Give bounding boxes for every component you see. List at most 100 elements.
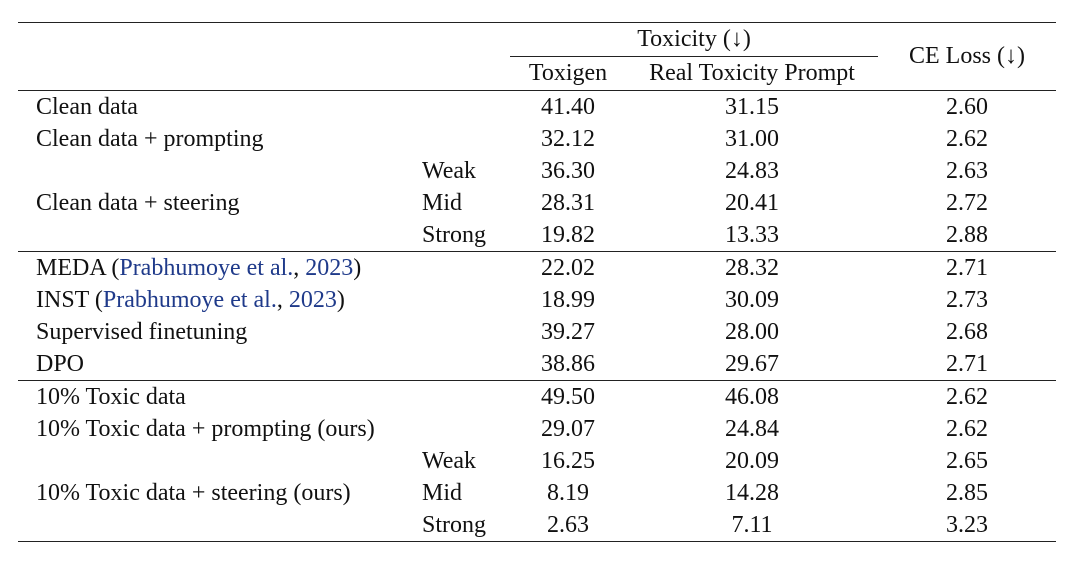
rtp-value-cell: 13.33 [725, 222, 779, 248]
results-table: Toxicity (↓) CE Loss (↓) Toxigen Real To… [18, 22, 1056, 542]
method-label-close: ) [353, 255, 362, 281]
toxigen-value-cell: 36.30 [541, 158, 595, 184]
toxigen-value-cell: 32.12 [541, 126, 595, 152]
results-table-container: Toxicity (↓) CE Loss (↓) Toxigen Real To… [18, 22, 1056, 542]
table-row: DPO 38.86 29.67 2.71 [18, 348, 1056, 381]
ce-loss-value-cell: 3.23 [946, 512, 988, 538]
toxigen-value-cell: 19.82 [541, 222, 595, 248]
table-row: 10% Toxic data + prompting (ours) 29.07 24… [18, 413, 1056, 445]
steering-level-cell: Strong [422, 222, 487, 248]
toxigen-value-cell: 28.31 [541, 190, 595, 216]
ce-loss-value-cell: 2.63 [946, 158, 988, 184]
citation-year-link[interactable]: 2023 [305, 255, 354, 281]
steering-level-cell [422, 284, 510, 316]
steering-level-cell: Weak [422, 448, 477, 474]
steering-level-cell: Strong [422, 512, 487, 538]
toxigen-value-cell: 29.07 [541, 416, 595, 442]
steering-level-cell: Mid [422, 190, 463, 216]
toxigen-value-cell: 18.99 [541, 287, 595, 313]
citation-author-link[interactable]: Prabhumoye et al. [119, 255, 294, 281]
citation-author-link[interactable]: Prabhumoye et al. [102, 287, 277, 313]
method-cell: Clean data + prompting [36, 126, 264, 152]
ce-loss-value-cell: 2.62 [946, 416, 988, 442]
header-empty-level-2 [422, 57, 510, 91]
rtp-value-cell: 20.09 [725, 448, 779, 474]
ce-loss-value-cell: 2.73 [946, 287, 988, 313]
table-row: Weak 36.30 24.83 2.63 [18, 155, 1056, 187]
method-cell [18, 509, 422, 542]
ce-loss-value-cell: 2.62 [946, 126, 988, 152]
rtp-value-cell: 46.08 [725, 384, 779, 410]
header-ce-loss: CE Loss (↓) [909, 43, 1025, 69]
toxigen-value-cell: 8.19 [547, 480, 589, 506]
steering-level-cell [422, 123, 510, 155]
method-cell: 10% Toxic data + prompting (ours) [36, 416, 375, 442]
header-row-1: Toxicity (↓) CE Loss (↓) [18, 22, 1056, 69]
rtp-value-cell: 24.84 [725, 416, 779, 442]
method-label: MEDA ( [36, 255, 120, 281]
method-cell [18, 155, 422, 187]
table-row: 10% Toxic data + steering (ours) Mid 8.19 1… [18, 477, 1056, 509]
steering-level-cell [422, 91, 510, 124]
toxigen-value-cell: 41.40 [541, 94, 595, 120]
rtp-value-cell: 14.28 [725, 480, 779, 506]
steering-level-cell [422, 252, 510, 285]
header-toxigen: Toxigen [528, 60, 608, 86]
rtp-value-cell: 31.00 [725, 126, 779, 152]
table-row: Clean data + steering Mid 28.31 20.41 2.72 [18, 187, 1056, 219]
method-cell [18, 445, 422, 477]
method-cell: 10% Toxic data [36, 384, 186, 410]
toxigen-value-cell: 38.86 [541, 351, 595, 377]
ce-loss-value-cell: 2.85 [946, 480, 988, 506]
header-empty-method [18, 23, 422, 57]
rtp-value-cell: 7.11 [731, 512, 773, 538]
table-row: Weak 16.25 20.09 2.65 [18, 445, 1056, 477]
steering-level-cell [422, 381, 510, 414]
method-cell: 10% Toxic data + steering (ours) [36, 480, 351, 506]
steering-level-cell: Weak [422, 158, 477, 184]
method-cell: Clean data + steering [36, 190, 240, 216]
rtp-value-cell: 29.67 [725, 351, 779, 377]
table-row: Strong 19.82 13.33 2.88 [18, 219, 1056, 252]
ce-loss-value-cell: 2.71 [946, 255, 988, 281]
steering-level-cell: Mid [422, 480, 463, 506]
toxigen-value-cell: 22.02 [541, 255, 595, 281]
header-toxicity-group: Toxicity (↓) [510, 22, 878, 57]
rtp-value-cell: 31.15 [725, 94, 779, 120]
table-row: Strong 2.63 7.11 3.23 [18, 509, 1056, 542]
table-row: Supervised finetuning 39.27 28.00 2.68 [18, 316, 1056, 348]
method-cell [18, 219, 422, 252]
ce-loss-value-cell: 2.68 [946, 319, 988, 345]
ce-loss-value-cell: 2.71 [946, 351, 988, 377]
citation-year-link[interactable]: 2023 [288, 287, 337, 313]
citation-separator: , [293, 255, 306, 281]
method-label-close: ) [336, 287, 345, 313]
table-body: Clean data 41.40 31.15 2.60 Clean data + pro… [18, 90, 1056, 542]
rtp-value-cell: 20.41 [725, 190, 779, 216]
method-cell: Supervised finetuning [36, 319, 248, 345]
header-empty-method-2 [18, 57, 422, 91]
header-rtp: Real Toxicity Prompt [649, 60, 855, 86]
toxigen-value-cell: 16.25 [541, 448, 595, 474]
header-empty-level [422, 23, 510, 57]
method-cell: INST (Prabhumoye et al., 2023) [18, 284, 422, 316]
toxigen-value-cell: 49.50 [541, 384, 595, 410]
steering-level-cell [422, 413, 510, 445]
toxigen-value-cell: 2.63 [547, 512, 589, 538]
method-label: INST ( [36, 287, 103, 313]
ce-loss-value-cell: 2.88 [946, 222, 988, 248]
citation-separator: , [276, 287, 289, 313]
ce-loss-value-cell: 2.60 [946, 94, 988, 120]
table-header: Toxicity (↓) CE Loss (↓) Toxigen Real To… [18, 22, 1056, 91]
table-row: Clean data + prompting 32.12 31.00 2.62 [18, 123, 1056, 155]
table-row: 10% Toxic data 49.50 46.08 2.62 [18, 380, 1056, 414]
ce-loss-value-cell: 2.72 [946, 190, 988, 216]
method-cell: DPO [36, 351, 85, 377]
method-cell: Clean data [36, 94, 138, 120]
steering-level-cell [422, 316, 510, 348]
rtp-value-cell: 28.32 [725, 255, 779, 281]
method-cell: MEDA (Prabhumoye et al., 2023) [18, 252, 422, 285]
ce-loss-value-cell: 2.65 [946, 448, 988, 474]
table-row: MEDA (Prabhumoye et al., 2023) 22.02 28.32… [18, 251, 1056, 285]
ce-loss-value-cell: 2.62 [946, 384, 988, 410]
